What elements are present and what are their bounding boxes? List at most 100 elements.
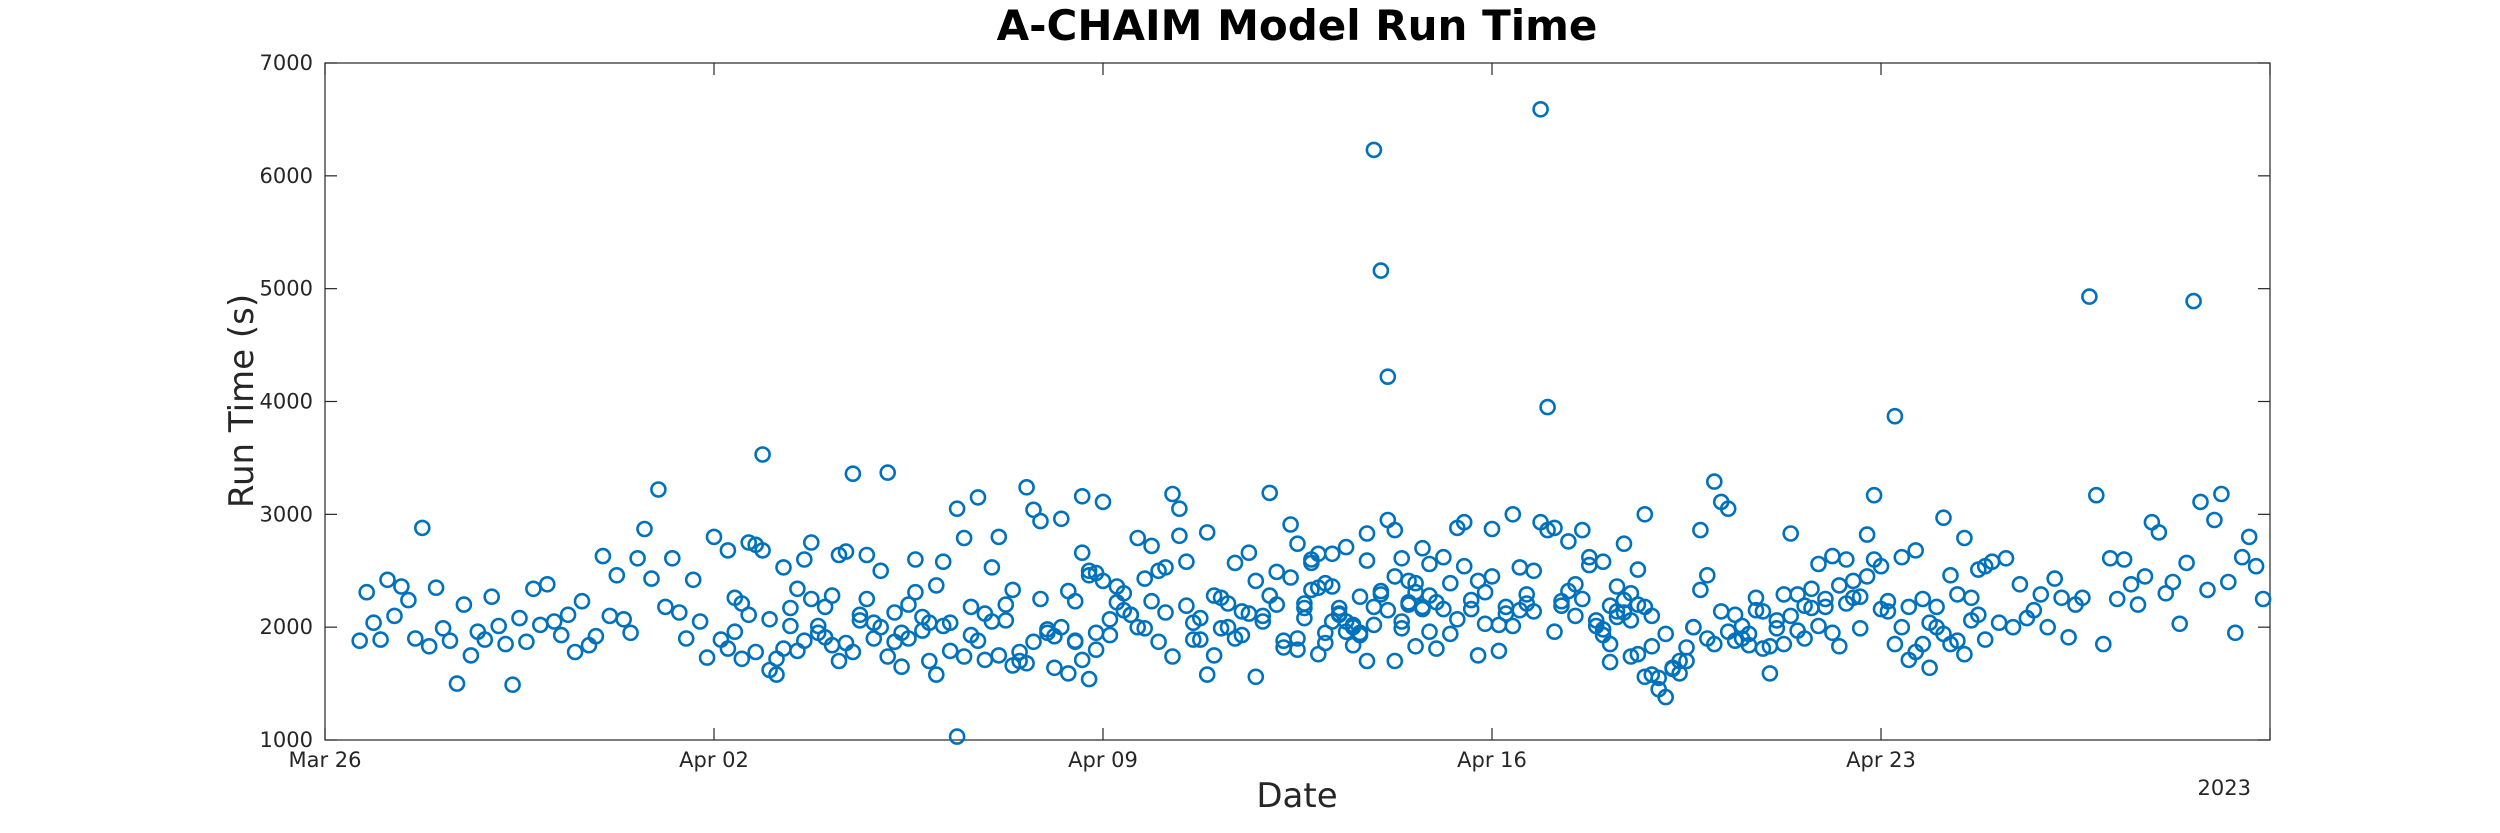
data-point — [927, 577, 945, 594]
data-point — [670, 604, 688, 621]
data-point — [1087, 641, 1105, 659]
data-point — [1886, 407, 1904, 425]
data-point — [1893, 618, 1911, 636]
data-point — [1080, 670, 1098, 688]
data-point — [1080, 562, 1098, 580]
data-point — [1379, 511, 1397, 529]
data-point — [1212, 589, 1230, 607]
data-point — [733, 650, 751, 668]
data-point — [1997, 549, 2015, 567]
data-point — [907, 551, 924, 568]
data-point — [1525, 562, 1542, 580]
y-axis-label: Run Time (s) — [222, 294, 262, 508]
data-point — [1129, 529, 1146, 547]
data-point — [1643, 637, 1661, 655]
data-point — [1532, 101, 1549, 118]
data-point — [948, 728, 966, 745]
data-point — [1192, 609, 1209, 627]
data-point — [1810, 617, 1827, 635]
data-point — [393, 578, 410, 595]
data-point — [2129, 596, 2147, 613]
data-point — [518, 633, 535, 651]
y-tick-label: 5000 — [260, 277, 313, 301]
data-point — [2233, 548, 2251, 566]
data-point — [1282, 569, 1299, 586]
data-point — [1254, 613, 1272, 630]
data-point — [941, 642, 959, 660]
data-point — [1594, 621, 1612, 638]
data-point — [1518, 595, 1535, 612]
data-point — [1956, 529, 1973, 547]
data-point — [754, 542, 771, 559]
data-point — [1824, 547, 1841, 565]
data-point — [462, 647, 480, 664]
data-point — [559, 606, 577, 624]
data-point — [1851, 619, 1869, 637]
data-point — [1574, 521, 1591, 539]
data-point — [1198, 524, 1216, 541]
data-point — [379, 571, 396, 589]
data-point — [1469, 647, 1487, 664]
data-point — [1740, 636, 1758, 654]
data-point — [2115, 551, 2133, 568]
data-point — [1358, 525, 1376, 542]
data-point — [1747, 589, 1765, 607]
data-point — [1462, 591, 1480, 609]
data-point — [1053, 510, 1070, 528]
data-point — [802, 534, 820, 551]
data-point — [1094, 493, 1112, 511]
data-point — [1761, 637, 1779, 655]
data-point — [1192, 631, 1209, 648]
data-point — [1900, 598, 1918, 616]
data-point — [1122, 606, 1140, 624]
data-point — [538, 575, 556, 593]
data-point — [1164, 485, 1181, 503]
data-point — [1435, 548, 1452, 566]
data-point — [1226, 554, 1244, 572]
data-point — [1011, 652, 1028, 670]
data-point — [1080, 566, 1098, 584]
data-point — [1706, 473, 1723, 490]
data-point — [1893, 548, 1911, 566]
data-point — [1567, 607, 1584, 625]
data-point — [1449, 610, 1466, 628]
data-point — [2178, 554, 2195, 572]
data-point — [2171, 615, 2188, 633]
data-point — [1539, 521, 1556, 539]
data-point — [1421, 623, 1438, 641]
data-points — [351, 101, 2272, 745]
data-point — [1185, 631, 1202, 648]
data-point — [1629, 645, 1647, 663]
y-tick-label: 7000 — [260, 51, 313, 75]
data-point — [955, 648, 973, 665]
data-point — [2011, 575, 2029, 593]
data-point — [1886, 635, 1904, 653]
data-point — [698, 649, 716, 666]
data-point — [1692, 521, 1709, 539]
x-tick-label: Apr 23 — [1846, 748, 1916, 772]
data-point — [962, 598, 980, 616]
data-point — [643, 570, 660, 587]
data-point — [1289, 630, 1306, 647]
data-point — [1775, 586, 1793, 603]
data-point — [1372, 262, 1390, 279]
data-point — [920, 652, 938, 670]
data-point — [782, 617, 799, 635]
data-point — [1483, 568, 1501, 585]
data-point — [1782, 525, 1799, 542]
data-point — [1462, 600, 1480, 618]
data-point — [1233, 603, 1251, 620]
y-tick-label: 2000 — [260, 615, 313, 639]
data-point — [1379, 368, 1397, 386]
data-point — [1393, 619, 1410, 637]
data-point — [663, 549, 681, 567]
data-point — [594, 547, 612, 565]
data-point — [2185, 292, 2202, 310]
data-point — [900, 630, 917, 647]
data-point — [1087, 624, 1105, 642]
chart-title: A-CHAIM Model Run Time — [997, 1, 1598, 50]
data-point — [1817, 598, 1834, 616]
data-point — [2060, 628, 2077, 646]
data-point — [886, 604, 903, 621]
